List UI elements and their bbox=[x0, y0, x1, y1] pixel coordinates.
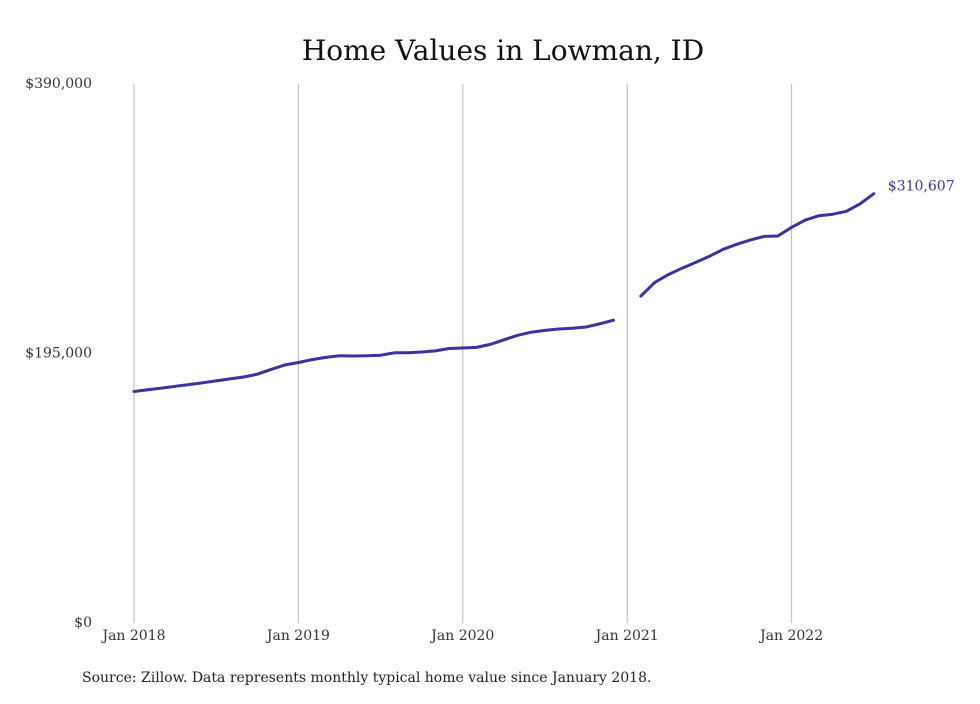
series-lines bbox=[132, 192, 876, 393]
y-tick-label: $390,000 bbox=[25, 76, 92, 92]
y-axis-ticks: $0 $195,000 $390,000 bbox=[25, 76, 92, 631]
x-tick-label: Jan 2020 bbox=[429, 628, 494, 644]
x-tick-label: Jan 2018 bbox=[100, 628, 165, 644]
chart-title: Home Values in Lowman, ID bbox=[302, 34, 704, 67]
series-line-segment-1 bbox=[132, 318, 615, 393]
y-tick-label: $0 bbox=[74, 615, 92, 631]
source-note: Source: Zillow. Data represents monthly … bbox=[82, 670, 651, 686]
end-value-label: $310,607 bbox=[888, 179, 955, 195]
y-tick-label: $195,000 bbox=[25, 346, 92, 362]
series-line-segment-2 bbox=[639, 192, 876, 298]
gridlines bbox=[133, 84, 793, 623]
x-tick-label: Jan 2019 bbox=[265, 628, 330, 644]
x-tick-label: Jan 2021 bbox=[594, 628, 659, 644]
x-axis-ticks: Jan 2018 Jan 2019 Jan 2020 Jan 2021 Jan 2022 bbox=[100, 628, 823, 644]
x-tick-label: Jan 2022 bbox=[758, 628, 823, 644]
